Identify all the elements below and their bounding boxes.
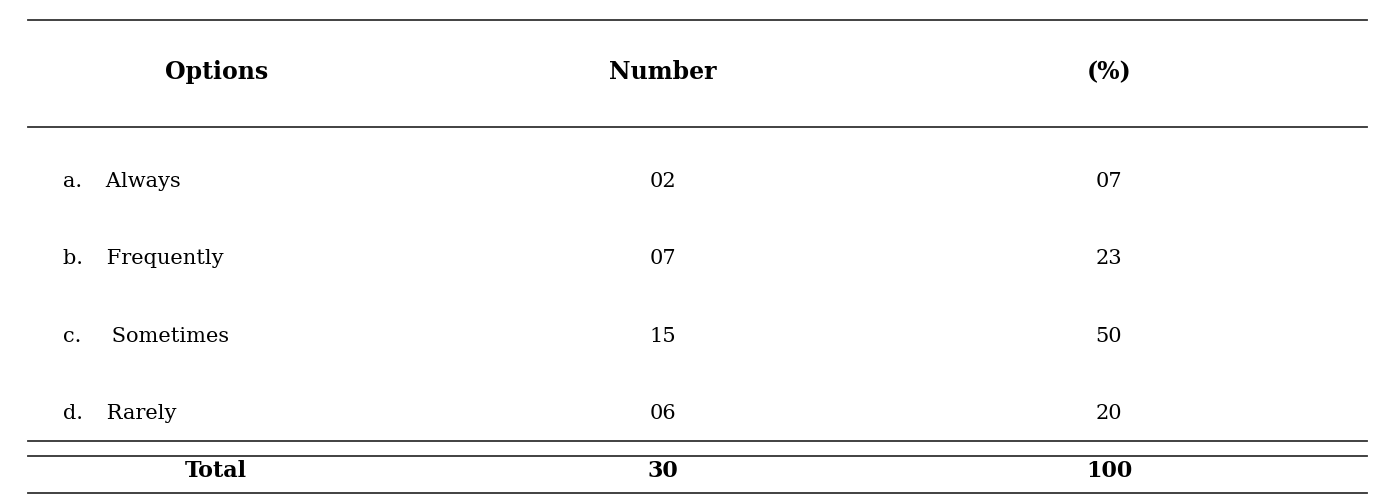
- Text: 02: 02: [649, 172, 677, 191]
- Text: Total: Total: [186, 460, 247, 482]
- Text: 20: 20: [1095, 404, 1123, 423]
- Text: 07: 07: [649, 249, 677, 268]
- Text: 07: 07: [1095, 172, 1123, 191]
- Text: 30: 30: [647, 460, 678, 482]
- Text: d.   Rarely: d. Rarely: [63, 404, 176, 423]
- Text: 100: 100: [1085, 460, 1133, 482]
- Text: (%): (%): [1087, 60, 1131, 84]
- Text: c.    Sometimes: c. Sometimes: [63, 327, 229, 346]
- Text: Options: Options: [165, 60, 268, 84]
- Text: a.   Always: a. Always: [63, 172, 180, 191]
- Text: 50: 50: [1095, 327, 1123, 346]
- Text: Number: Number: [608, 60, 717, 84]
- Text: b.   Frequently: b. Frequently: [63, 249, 223, 268]
- Text: 06: 06: [649, 404, 677, 423]
- Text: 23: 23: [1095, 249, 1123, 268]
- Text: 15: 15: [649, 327, 677, 346]
